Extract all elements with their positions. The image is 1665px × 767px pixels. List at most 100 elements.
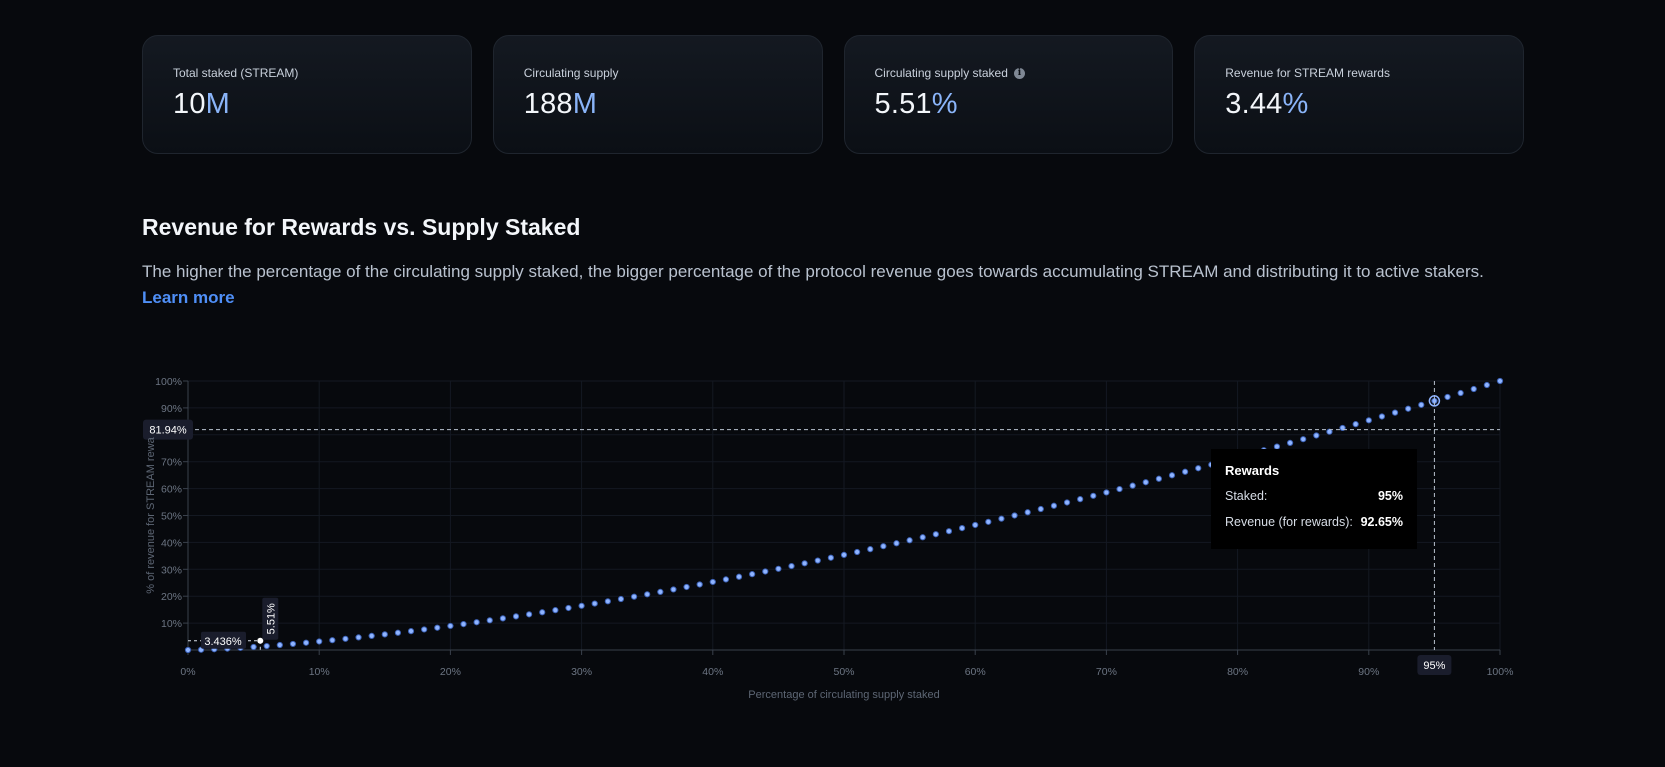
data-point [552, 607, 559, 614]
chart-grid [187, 380, 1501, 650]
data-point [316, 638, 323, 645]
data-point [880, 543, 887, 550]
data-point [1142, 479, 1149, 486]
y-tick-label: 90% [161, 403, 182, 415]
data-point [840, 551, 848, 558]
data-point [1129, 482, 1136, 489]
stat-unit: % [931, 88, 958, 120]
data-point [1195, 465, 1202, 472]
stat-label: Total staked (STREAM) [173, 66, 441, 80]
stat-unit: M [205, 88, 231, 120]
data-point [998, 515, 1005, 522]
data-point [1011, 512, 1018, 519]
data-point [854, 548, 861, 556]
data-point [473, 619, 480, 626]
data-point [919, 534, 926, 541]
data-point [499, 615, 506, 622]
data-point [1470, 385, 1477, 393]
data-point [368, 632, 375, 640]
stat-value: 5.51% [875, 88, 1143, 121]
data-point [1090, 492, 1097, 499]
data-point [617, 595, 625, 603]
data-point [460, 621, 467, 628]
data-point [1103, 489, 1110, 496]
stat-unit: % [1282, 88, 1309, 120]
data-point [932, 531, 939, 538]
learn-more-link[interactable]: Learn more [142, 288, 235, 307]
data-point [263, 642, 270, 650]
data-point [539, 609, 546, 616]
x-tick-label: 10% [309, 666, 330, 678]
data-point [184, 646, 192, 654]
y-tick-label: 60% [161, 484, 182, 496]
data-point [565, 604, 572, 612]
stat-card-circulating-staked: Circulating supply staked i 5.51% [843, 35, 1174, 154]
stat-value: 10M [173, 88, 441, 121]
x-tick-label: 90% [1358, 666, 1379, 678]
data-point [775, 565, 782, 572]
data-point [657, 588, 664, 595]
x-tick-label: 30% [571, 666, 592, 678]
description-text: The higher the percentage of the circula… [142, 262, 1484, 281]
data-point [709, 578, 716, 586]
data-point [1182, 468, 1189, 475]
hover-y-label: 81.94% [149, 425, 187, 437]
data-point [1300, 436, 1307, 443]
stat-label-text: Circulating supply [523, 66, 619, 80]
data-point [407, 628, 415, 635]
data-point [972, 521, 979, 529]
data-point [1457, 389, 1464, 397]
stat-number: 5.51 [874, 88, 932, 120]
data-point [526, 611, 533, 618]
tooltip-row-revenue: Revenue (for rewards): 92.65% [1225, 515, 1403, 529]
data-point [1050, 502, 1058, 509]
data-point [1391, 409, 1399, 416]
hover-y-pill [143, 419, 193, 440]
x-tick-label: 100% [1487, 666, 1514, 678]
y-tick-label: 10% [161, 618, 182, 630]
data-point [421, 626, 428, 633]
data-point [1496, 377, 1504, 385]
data-point [329, 637, 336, 644]
tooltip-title: Rewards [1225, 463, 1280, 478]
data-point [578, 602, 585, 609]
data-point [289, 640, 297, 648]
stat-value: 188M [524, 88, 792, 121]
y-axis-title: % of revenue for STREAM rewa [145, 436, 157, 593]
x-tick-label: 0% [180, 666, 195, 678]
y-tick-label: 70% [161, 457, 182, 469]
data-point [512, 613, 520, 620]
data-point [735, 573, 743, 580]
chart-tooltip: Rewards Staked: 95% Revenue (for rewards… [1211, 449, 1417, 549]
hover-x-pill [1417, 655, 1452, 675]
data-point [1378, 413, 1386, 420]
data-point [1418, 401, 1425, 408]
hover-point-ring [1428, 395, 1441, 407]
data-point [1444, 393, 1451, 401]
tooltip-row-staked: Staked: 95% [1225, 489, 1403, 503]
data-point [1116, 485, 1123, 493]
current-x-label: 5.51% [265, 603, 277, 634]
data-point [814, 557, 821, 564]
tooltip-staked-label: Staked: [1225, 489, 1268, 503]
data-point [1024, 509, 1031, 516]
stat-card-total-staked: Total staked (STREAM) 10M [142, 35, 472, 154]
x-tick-label: 80% [1227, 666, 1248, 678]
data-point [867, 546, 874, 553]
data-point [683, 583, 690, 591]
data-point [1077, 496, 1084, 503]
data-point [985, 518, 992, 525]
data-point [1405, 405, 1412, 412]
data-point [893, 540, 900, 547]
info-icon[interactable]: i [1013, 67, 1025, 79]
y-tick-label: 50% [161, 511, 182, 523]
data-point [1365, 417, 1372, 424]
stat-value: 3.44% [1225, 88, 1493, 121]
y-tick-label: 100% [155, 376, 182, 388]
data-point [1352, 421, 1359, 428]
stat-card-revenue-rewards: Revenue for STREAM rewards 3.44% [1194, 35, 1524, 154]
data-point [276, 641, 283, 649]
stat-unit: M [572, 88, 598, 120]
data-point [604, 598, 611, 605]
